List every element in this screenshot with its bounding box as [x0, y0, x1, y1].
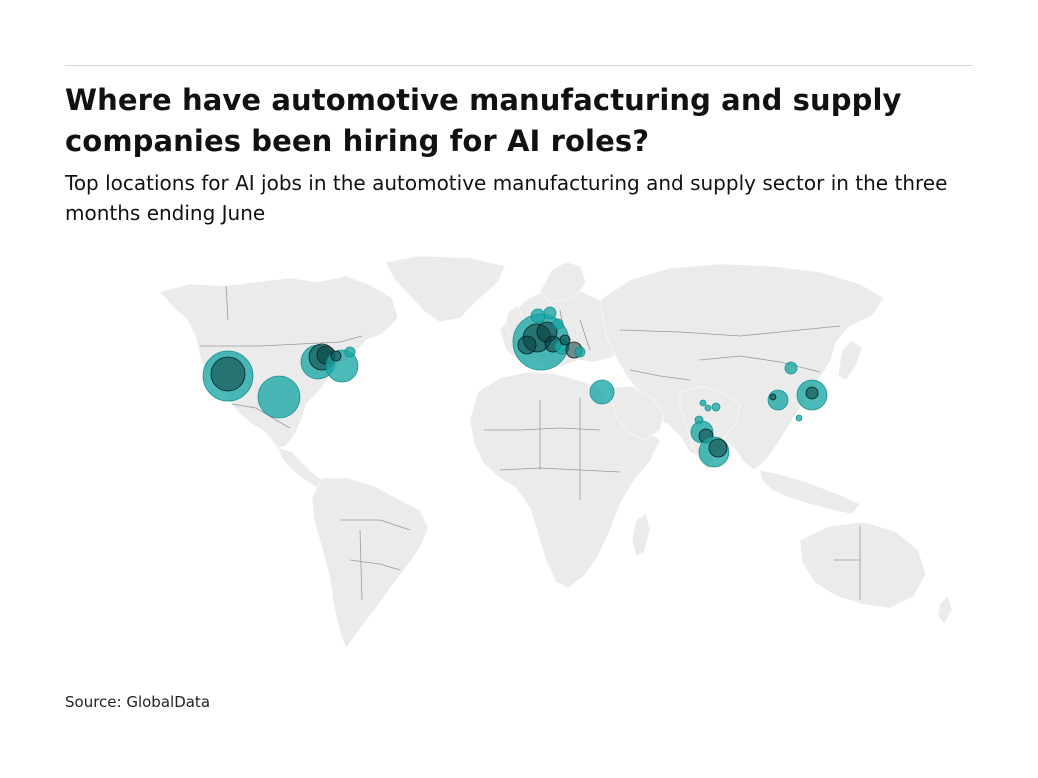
border-middle-east [629, 369, 691, 381]
bubble-us-west-inner [210, 356, 246, 392]
bubble-europe-7 [552, 318, 564, 330]
border-africa-vert [539, 398, 581, 500]
bubble-us-ne-1 [330, 350, 342, 362]
bubble-us-south [257, 375, 301, 419]
land-southeast-asia [759, 469, 861, 515]
bubble-china-central-inner [769, 393, 777, 401]
bubble-us-ne-2 [344, 346, 356, 358]
land-japan [837, 339, 863, 381]
bubble-layer [202, 306, 828, 468]
border-australia [834, 526, 861, 600]
land-scandinavia [539, 261, 587, 303]
land-arabia [607, 385, 665, 441]
border-africa-mid [499, 467, 621, 473]
chart-subtitle: Top locations for AI jobs in the automot… [65, 171, 948, 225]
border-russia [619, 325, 841, 337]
border-china [699, 355, 821, 373]
border-sa-2 [349, 559, 401, 571]
land-madagascar [631, 513, 651, 557]
border-sa-3 [359, 529, 363, 601]
land-greenland [384, 255, 506, 323]
land-africa [469, 371, 661, 589]
bubble-india-north-3 [711, 402, 721, 412]
border-layer [200, 285, 861, 601]
bubble-india-north-1 [699, 399, 707, 407]
bubble-china-central [767, 389, 789, 411]
bubble-europe-10 [574, 346, 586, 358]
bubble-europe-5 [530, 308, 546, 324]
bubble-china-shanghai-inner [805, 386, 819, 400]
land-north-america [159, 275, 399, 449]
bubble-india-north-2 [704, 404, 712, 412]
land-australia [799, 521, 927, 609]
land-new-zealand [937, 595, 953, 625]
border-alaska [225, 285, 229, 321]
source-note: Source: GlobalData [65, 693, 211, 711]
border-us-mexico [231, 403, 291, 429]
bubble-europe-6 [543, 306, 557, 320]
bubble-china-south [795, 414, 803, 422]
bubble-israel [589, 379, 615, 405]
bubble-europe-11 [559, 334, 571, 346]
bubble-china-north [784, 361, 798, 375]
border-sa-1 [340, 519, 411, 531]
chart-title: Where have automotive manufacturing and … [65, 83, 902, 158]
bubble-europe-2 [517, 335, 537, 355]
bubble-india-bangalore [708, 438, 728, 458]
border-us-canada [200, 335, 363, 347]
top-rule [65, 65, 973, 66]
